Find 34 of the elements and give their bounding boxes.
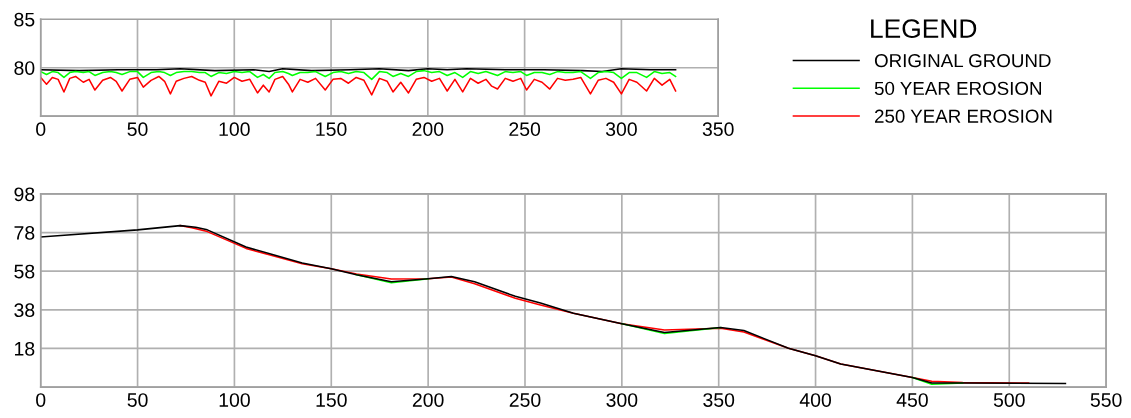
x-tick-label: 100 (219, 122, 250, 137)
x-tick-label: 250 (509, 122, 541, 137)
x-tick-label: 450 (896, 393, 928, 407)
x-tick-label: 100 (219, 393, 250, 407)
x-tick-label: 500 (993, 393, 1025, 407)
line-series (40, 224, 1067, 385)
x-tick-label: 350 (702, 122, 734, 137)
x-tick-label: 0 (36, 393, 46, 407)
x-tick-label: 300 (605, 122, 637, 137)
line-series (40, 75, 677, 97)
legend-title: LEGEND (871, 19, 977, 38)
y-tick-label: 80 (14, 61, 35, 75)
x-tick-label: 150 (316, 393, 347, 407)
x-tick-label: 200 (412, 393, 444, 407)
line-series (40, 69, 677, 81)
x-tick-label: 200 (412, 122, 444, 137)
x-tick-label: 350 (703, 393, 735, 407)
y-tick-label: 85 (14, 12, 35, 27)
x-tick-label: 300 (606, 393, 638, 407)
x-tick-label: 50 (127, 122, 148, 137)
x-tick-label: 150 (316, 122, 347, 137)
y-tick-label: 98 (14, 187, 35, 202)
x-tick-label: 50 (127, 393, 148, 407)
legend-label: 50 YEAR EROSION (874, 81, 1041, 96)
x-tick-label: 250 (509, 393, 541, 407)
x-tick-label: 0 (36, 122, 46, 137)
y-tick-label: 78 (14, 226, 35, 240)
x-tick-label: 400 (799, 393, 832, 407)
y-tick-label: 38 (14, 303, 35, 318)
legend-label: 250 YEAR EROSION (875, 109, 1052, 123)
x-tick-label: 550 (1090, 393, 1122, 407)
legend-label: ORIGINAL GROUND (874, 53, 1051, 68)
y-tick-label: 18 (15, 341, 35, 356)
y-tick-label: 58 (14, 264, 35, 279)
